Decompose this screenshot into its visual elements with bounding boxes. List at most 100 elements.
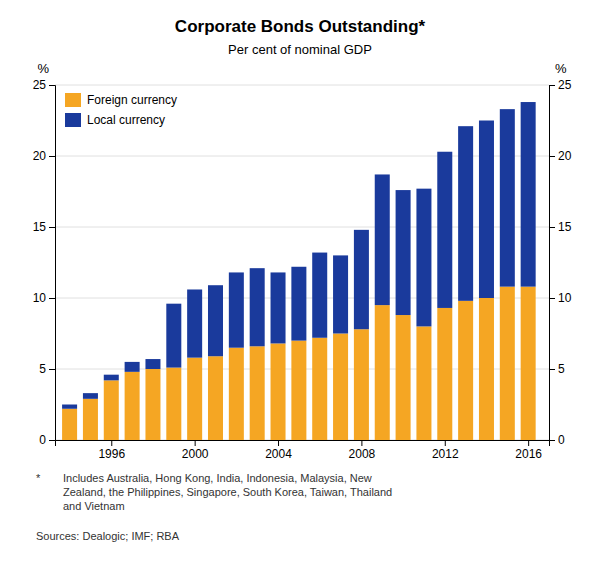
- legend-swatch: [65, 113, 81, 127]
- bar: [83, 399, 98, 440]
- bar: [333, 255, 348, 333]
- chart: 1996200020042008201220160510152025051015…: [0, 0, 600, 582]
- bar: [500, 287, 515, 440]
- bar: [250, 268, 265, 346]
- bar: [375, 174, 390, 305]
- bar: [83, 393, 98, 399]
- bar: [291, 341, 306, 440]
- tick: 15: [549, 220, 572, 234]
- y-axis-label: %: [37, 61, 49, 76]
- tick-label: 5: [558, 362, 565, 376]
- tick-label: 2008: [349, 447, 376, 461]
- tick: 2004: [265, 440, 292, 461]
- bar: [521, 287, 536, 440]
- tick: 0: [39, 433, 55, 447]
- bar: [479, 121, 494, 299]
- footnotes: *Includes Australia, Hong Kong, India, I…: [36, 472, 392, 542]
- tick-label: 25: [558, 78, 572, 92]
- legend-label: Foreign currency: [87, 93, 177, 107]
- tick: 2016: [515, 440, 542, 461]
- grid-line: [55, 156, 549, 157]
- grid-line: [55, 85, 549, 86]
- tick-label: 0: [558, 433, 565, 447]
- subtitle: Per cent of nominal GDP: [228, 42, 372, 57]
- tick-mark: [549, 227, 555, 228]
- tick-mark: [195, 440, 196, 446]
- tick: 10: [33, 291, 55, 305]
- bar: [125, 372, 140, 440]
- bar: [145, 369, 160, 440]
- bar: [271, 343, 286, 440]
- bar: [458, 126, 473, 301]
- tick-label: 2000: [182, 447, 209, 461]
- tick-mark: [49, 156, 55, 157]
- bar: [396, 190, 411, 315]
- tick: 2012: [432, 440, 459, 461]
- bar: [229, 348, 244, 440]
- legend-swatch: [65, 93, 81, 107]
- grid: [55, 85, 549, 440]
- bar: [416, 189, 431, 327]
- tick: 15: [33, 220, 55, 234]
- tick-label: 25: [33, 78, 47, 92]
- bar: [375, 305, 390, 440]
- footnote: Includes Australia, Hong Kong, India, In…: [63, 472, 392, 512]
- tick-mark: [361, 440, 362, 446]
- bar: [479, 298, 494, 440]
- tick-mark: [549, 156, 555, 157]
- tick-mark: [49, 227, 55, 228]
- bars: [62, 102, 536, 440]
- bar: [271, 272, 286, 343]
- axis-line: [550, 86, 556, 441]
- bar: [208, 285, 223, 356]
- x-axis: 1996 2000 2004 2008 2012 2016: [56, 440, 550, 461]
- tick-label: 2016: [515, 447, 542, 461]
- y2-axis: 0 5 10 15 20 25: [549, 78, 572, 447]
- tick-mark: [445, 440, 446, 446]
- tick: 5: [549, 362, 565, 376]
- bar: [166, 304, 181, 368]
- tick-label: 15: [558, 220, 572, 234]
- tick: 25: [549, 78, 572, 92]
- tick-label: 10: [558, 291, 572, 305]
- bar: [312, 338, 327, 440]
- bar: [229, 272, 244, 347]
- bar: [333, 334, 348, 441]
- bar: [396, 315, 411, 440]
- tick: 2008: [349, 440, 376, 461]
- axis-line: [49, 86, 56, 441]
- tick-label: 20: [33, 149, 47, 163]
- bar: [437, 308, 452, 440]
- tick-mark: [549, 369, 555, 370]
- bar: [187, 289, 202, 357]
- tick: 20: [33, 149, 55, 163]
- tick-label: 10: [33, 291, 47, 305]
- bar: [250, 346, 265, 440]
- bar: [166, 368, 181, 440]
- grid-line: [55, 227, 549, 228]
- tick: 1996: [98, 440, 125, 461]
- tick: 20: [549, 149, 572, 163]
- tick-mark: [549, 440, 555, 441]
- tick-mark: [49, 85, 55, 86]
- tick-mark: [549, 298, 555, 299]
- bar: [187, 358, 202, 440]
- bar: [354, 329, 369, 440]
- axis-line: [56, 441, 550, 447]
- tick-label: 0: [39, 433, 46, 447]
- tick-label: 2004: [265, 447, 292, 461]
- tick-mark: [111, 440, 112, 446]
- tick-label: 20: [558, 149, 572, 163]
- bar: [458, 301, 473, 440]
- bar: [291, 267, 306, 341]
- tick-label: 15: [33, 220, 47, 234]
- bar: [145, 359, 160, 369]
- bar: [437, 152, 452, 308]
- legend-item: Local currency: [65, 113, 165, 127]
- bar: [125, 362, 140, 372]
- tick: 10: [549, 291, 572, 305]
- y2-axis-label: %: [555, 61, 567, 76]
- legend-label: Local currency: [87, 113, 165, 127]
- bar: [354, 230, 369, 329]
- legend-item: Foreign currency: [65, 93, 177, 107]
